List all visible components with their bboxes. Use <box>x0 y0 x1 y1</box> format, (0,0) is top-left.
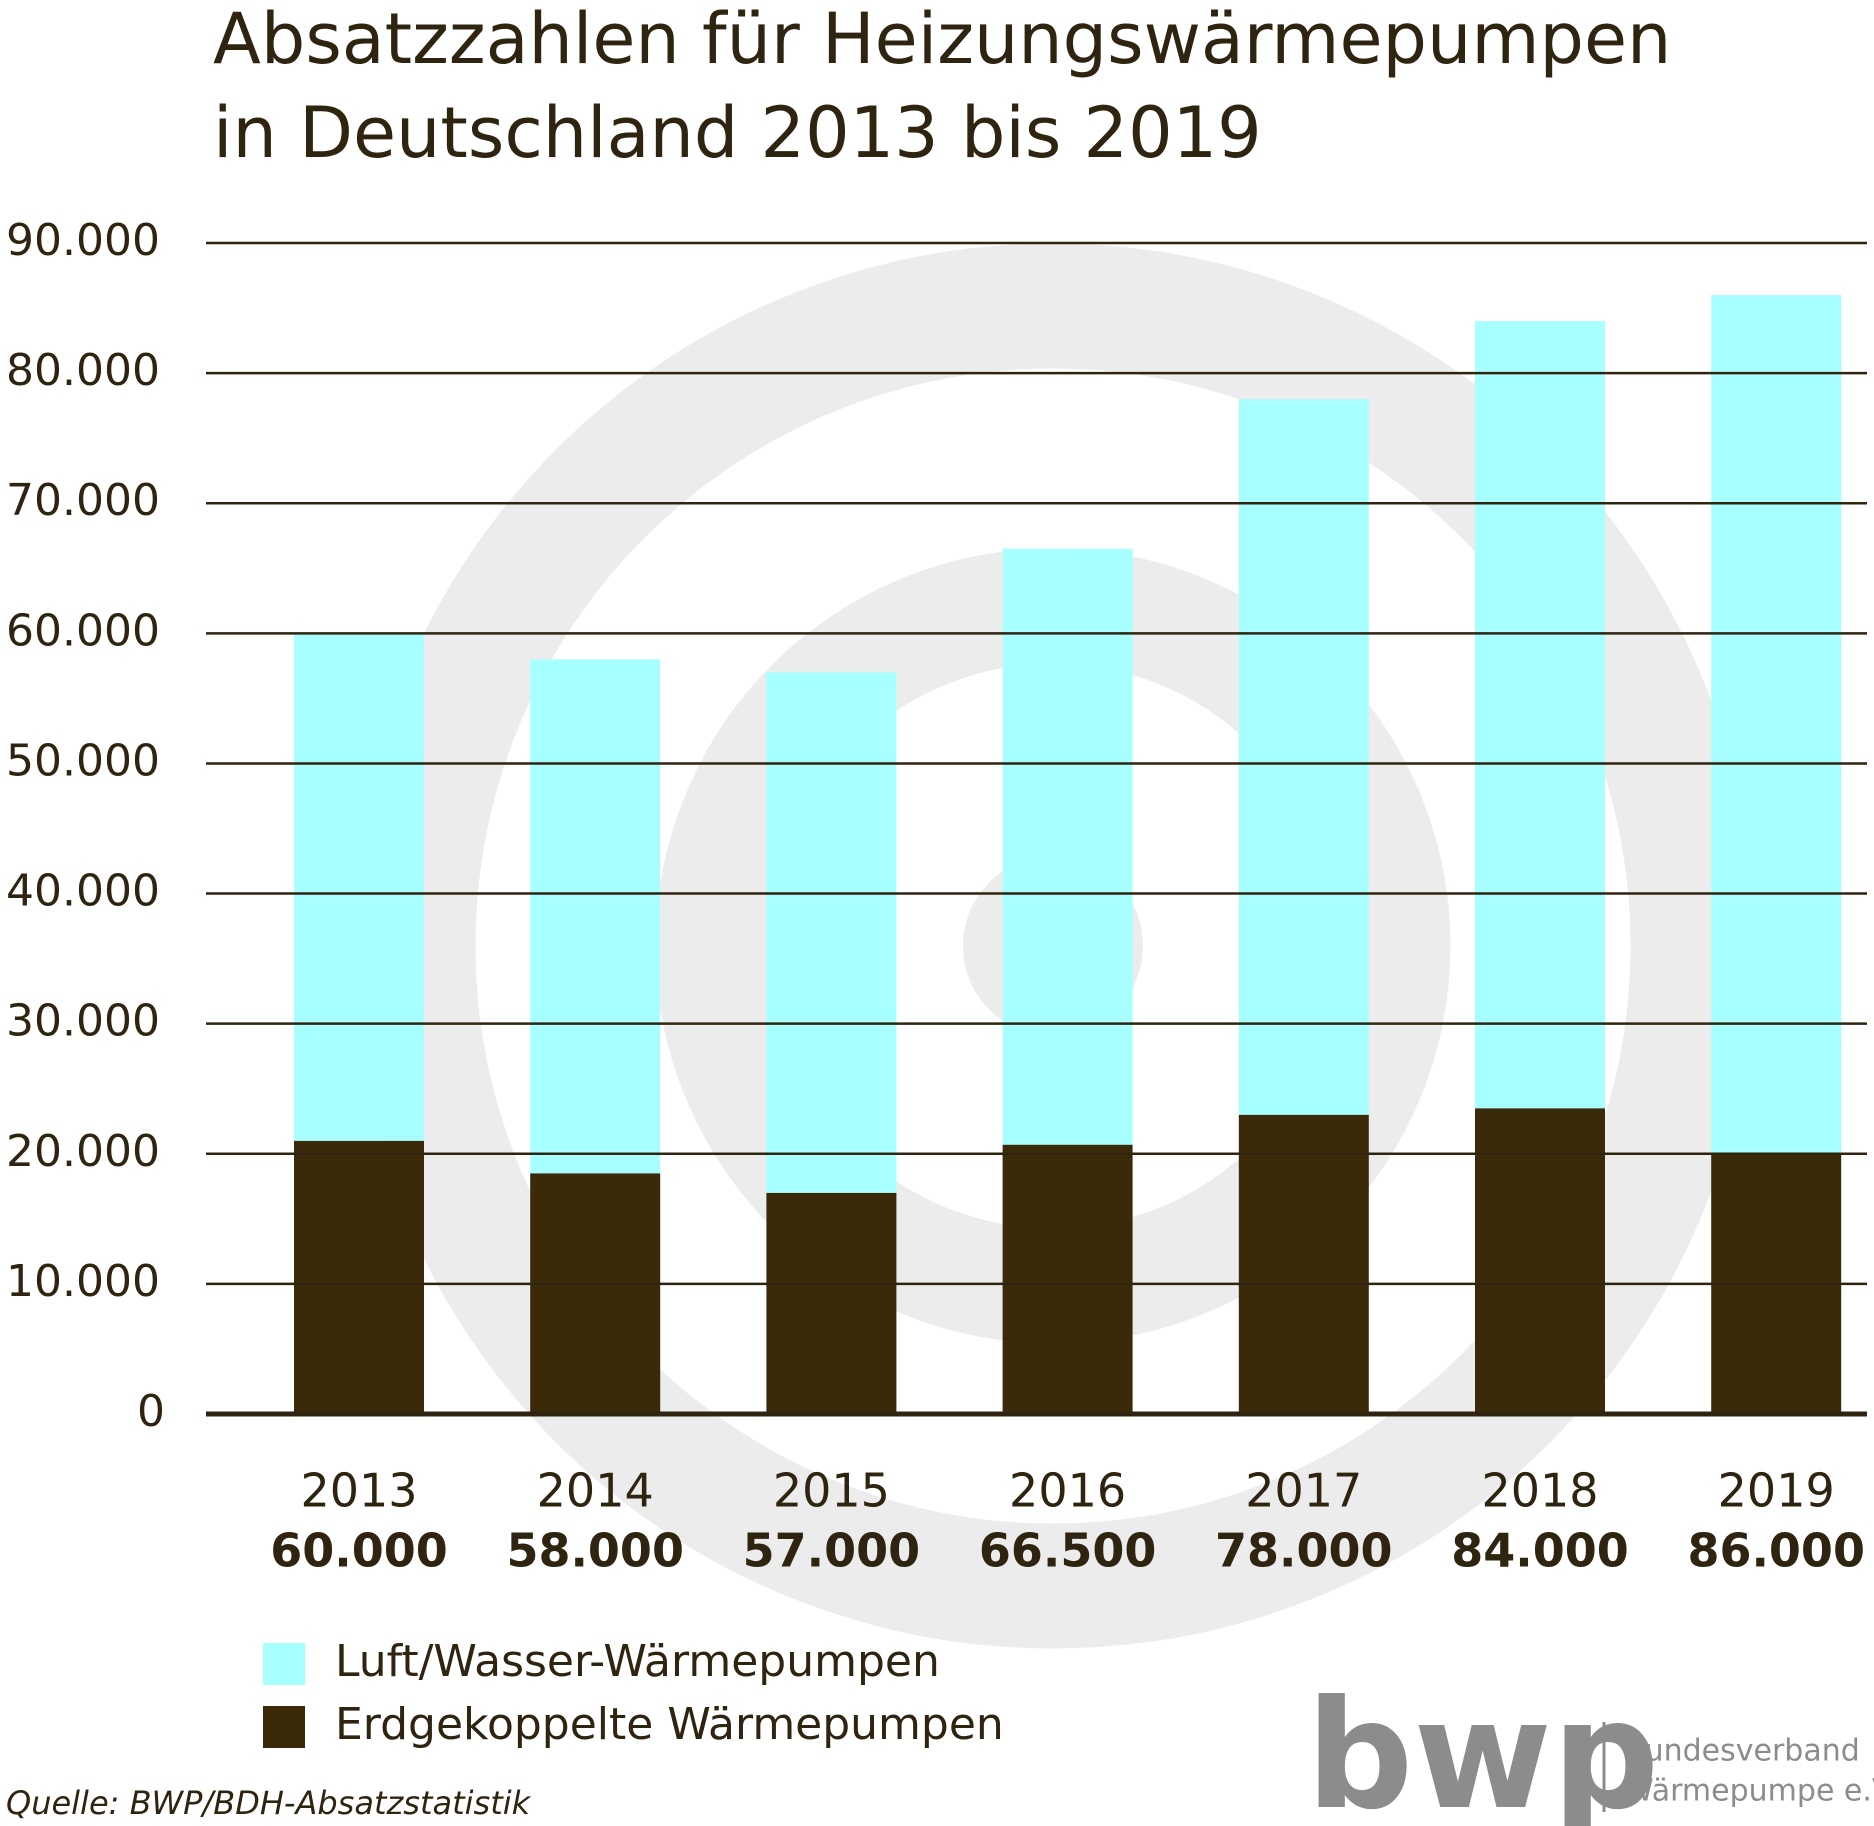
bar-segment <box>1475 321 1605 1109</box>
y-tick-label: 20.000 <box>6 1126 160 1177</box>
y-tick-label: 10.000 <box>6 1256 160 1307</box>
x-tick-label: 2014 <box>537 1464 654 1518</box>
x-tick-label: 2013 <box>300 1464 417 1518</box>
y-tick-label: 90.000 <box>6 215 160 266</box>
chart-title: in Deutschland 2013 bis 2019 <box>213 92 1262 174</box>
y-tick-label: 0 <box>137 1386 165 1437</box>
chart-title: Absatzzahlen für Heizungswärmepumpen <box>213 0 1671 80</box>
total-label: 66.500 <box>979 1524 1157 1578</box>
bar-segment <box>1238 1114 1369 1414</box>
bar-segment <box>1711 295 1842 1154</box>
bar-segment <box>530 659 661 1174</box>
y-tick-label: 80.000 <box>6 345 160 396</box>
legend-label: Erdgekoppelte Wärmepumpen <box>335 1699 1004 1750</box>
y-tick-label: 30.000 <box>6 996 160 1047</box>
source: Quelle: BWP/BDH-Absatzstatistik <box>6 1784 532 1822</box>
bar-segment <box>1475 1108 1605 1414</box>
x-tick-label: 2017 <box>1245 1464 1362 1518</box>
x-tick-label: 2016 <box>1009 1464 1126 1518</box>
bar-segment <box>530 1173 661 1414</box>
y-tick-label: 60.000 <box>6 605 160 656</box>
y-tick-label: 50.000 <box>6 735 160 786</box>
x-tick-label: 2018 <box>1481 1464 1598 1518</box>
total-label: 60.000 <box>270 1524 448 1578</box>
x-tick-label: 2015 <box>773 1464 890 1518</box>
total-label: 78.000 <box>1215 1524 1393 1578</box>
bar-segment <box>1238 399 1369 1115</box>
logo-text: Wärmepumpe e.V. <box>1624 1774 1874 1809</box>
total-label: 86.000 <box>1687 1524 1865 1578</box>
bar-segment <box>294 1140 424 1414</box>
legend-swatch <box>263 1706 305 1748</box>
bar-segment <box>766 672 897 1193</box>
logo-mark: bwp <box>1306 1669 1659 1826</box>
total-label: 58.000 <box>506 1524 684 1578</box>
legend-label: Luft/Wasser-Wärmepumpen <box>335 1636 940 1687</box>
y-tick-label: 70.000 <box>6 475 160 526</box>
bar-segment <box>1002 548 1133 1145</box>
x-tick-label: 2019 <box>1718 1464 1835 1518</box>
total-label: 57.000 <box>743 1524 921 1578</box>
bar-segment <box>766 1192 897 1414</box>
total-label: 84.000 <box>1451 1524 1629 1578</box>
legend-swatch <box>263 1643 305 1685</box>
logo-text: Bundesverband <box>1624 1734 1860 1769</box>
y-tick-label: 40.000 <box>6 866 160 917</box>
bar-segment <box>294 633 424 1141</box>
bar-segment <box>1002 1144 1133 1414</box>
